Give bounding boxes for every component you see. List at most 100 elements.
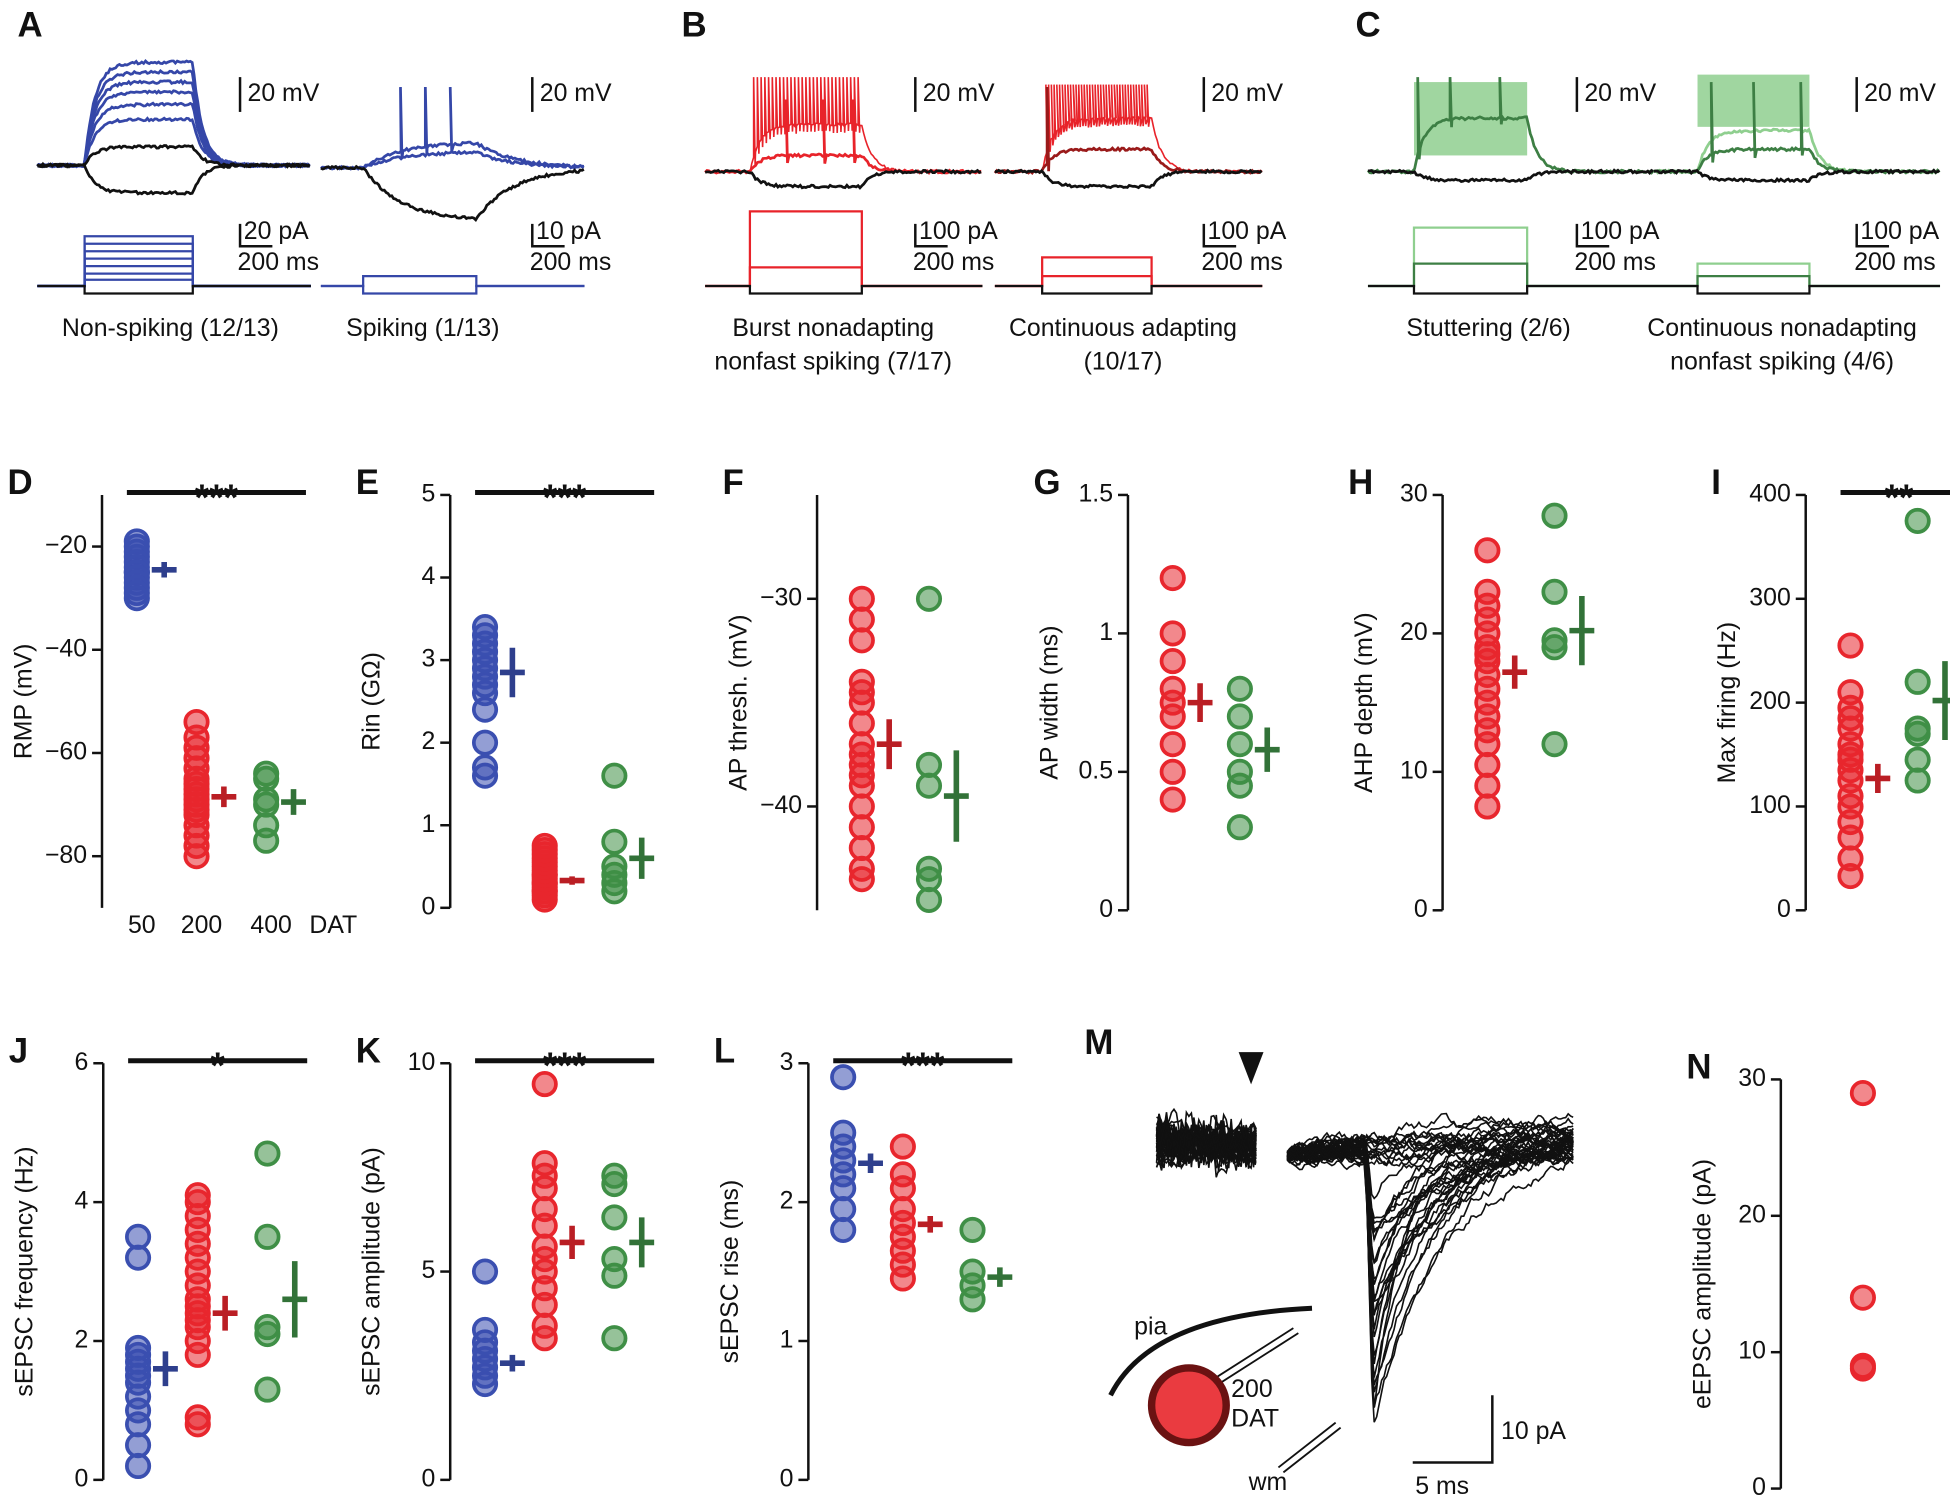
data-point bbox=[1837, 679, 1864, 706]
mean-sem-cross bbox=[629, 837, 655, 879]
y-axis-label: Rin (GΩ) bbox=[358, 652, 386, 751]
data-point bbox=[1904, 715, 1931, 742]
y-tick-label: −80 bbox=[45, 841, 87, 869]
mean-sem-cross bbox=[152, 1351, 178, 1387]
current-time-scale-bar bbox=[1202, 223, 1237, 248]
y-tick-label: 6 bbox=[74, 1048, 88, 1076]
y-tick-label: 20 bbox=[1738, 1200, 1766, 1228]
y-tick-label: 0 bbox=[74, 1464, 88, 1492]
group-label-suffix: DAT bbox=[309, 911, 357, 939]
data-point bbox=[959, 1216, 986, 1243]
pre-stimulus-trace bbox=[1155, 1128, 1257, 1178]
significance-stars: *** bbox=[543, 476, 587, 518]
data-point bbox=[1849, 1080, 1876, 1107]
y-axis-label: AP width (ms) bbox=[1035, 625, 1063, 779]
post-stimulus-trace bbox=[1286, 1135, 1574, 1241]
voltage-trace bbox=[36, 59, 310, 169]
data-point bbox=[254, 1140, 281, 1167]
scale-x-label: 5 ms bbox=[1415, 1472, 1469, 1500]
mean-sem-cross bbox=[629, 1217, 655, 1268]
current-step bbox=[1653, 284, 1941, 295]
current-step bbox=[1653, 274, 1941, 288]
mean-sem-cross bbox=[917, 1216, 943, 1233]
current-time-scale-bar bbox=[1855, 223, 1890, 248]
y-tick-label: 0 bbox=[1752, 1473, 1766, 1501]
y-tick-label: 0 bbox=[1414, 895, 1428, 923]
data-point bbox=[1904, 746, 1931, 773]
y-tick-label: 2 bbox=[74, 1326, 88, 1354]
time-scale-label: 200 ms bbox=[1854, 248, 1936, 276]
y-tick-label: 30 bbox=[1738, 1064, 1766, 1092]
trace-group bbox=[1366, 77, 1655, 295]
data-point bbox=[1541, 578, 1568, 605]
cell-caption: (10/17) bbox=[1084, 348, 1163, 376]
y-tick-label: −30 bbox=[760, 583, 802, 611]
y-axis-label: sEPSC amplitude (pA) bbox=[358, 1147, 386, 1396]
time-scale-label: 200 ms bbox=[1574, 248, 1656, 276]
data-point bbox=[1849, 1355, 1876, 1382]
voltage-trace bbox=[994, 168, 1263, 190]
data-point bbox=[848, 627, 875, 654]
current-step bbox=[994, 274, 1263, 288]
cell-caption: Stuttering (2/6) bbox=[1406, 314, 1570, 342]
mean-sem-cross bbox=[559, 876, 585, 885]
data-point bbox=[889, 1161, 916, 1188]
current-scale-label: 100 pA bbox=[1581, 217, 1660, 245]
data-point bbox=[601, 828, 628, 855]
cell-label: DAT bbox=[1231, 1405, 1279, 1433]
voltage-trace bbox=[320, 149, 585, 171]
post-stimulus-trace bbox=[1286, 1117, 1574, 1285]
data-point bbox=[1159, 675, 1186, 702]
data-point bbox=[830, 1119, 857, 1146]
data-point bbox=[531, 1150, 558, 1177]
y-axis-label: sEPSC frequency (Hz) bbox=[11, 1147, 39, 1397]
current-step bbox=[320, 284, 585, 295]
y-tick-label: 5 bbox=[421, 480, 435, 508]
data-point bbox=[125, 1334, 152, 1361]
significance-stars: * bbox=[210, 1044, 225, 1086]
wm-label: wm bbox=[1248, 1468, 1288, 1496]
voltage-scale-label: 20 mV bbox=[1864, 79, 1936, 107]
data-point bbox=[254, 1376, 281, 1403]
mean-sem-cross bbox=[1502, 655, 1528, 689]
y-tick-label: 1 bbox=[1099, 618, 1113, 646]
y-axis-label: sEPSC rise (ms) bbox=[716, 1180, 744, 1364]
data-point bbox=[1849, 1284, 1876, 1311]
pia-label: pia bbox=[1134, 1313, 1167, 1341]
current-scale-label: 20 pA bbox=[244, 217, 309, 245]
current-scale-label: 100 pA bbox=[1860, 217, 1939, 245]
y-tick-label: −40 bbox=[760, 791, 802, 819]
data-point bbox=[830, 1064, 857, 1091]
trace-group bbox=[36, 59, 311, 295]
voltage-trace bbox=[1367, 168, 1655, 184]
data-point bbox=[1904, 668, 1931, 695]
panel-label: J bbox=[9, 1032, 28, 1071]
y-tick-label: −20 bbox=[45, 531, 87, 559]
data-point bbox=[1474, 578, 1501, 605]
mean-sem-cross bbox=[151, 562, 177, 578]
voltage-scale-label: 20 mV bbox=[1584, 79, 1656, 107]
current-step bbox=[994, 284, 1263, 295]
mean-sem-cross bbox=[1187, 683, 1213, 723]
scale-bar bbox=[1412, 1395, 1494, 1464]
significance-stars: *** bbox=[195, 476, 239, 518]
y-tick-label: 3 bbox=[421, 645, 435, 673]
current-scale-label: 100 pA bbox=[919, 217, 998, 245]
current-step bbox=[37, 284, 311, 295]
cell-caption: nonfast spiking (4/6) bbox=[1670, 348, 1894, 376]
voltage-trace bbox=[36, 101, 311, 169]
panel-label: I bbox=[1711, 463, 1721, 502]
recorded-cell bbox=[1147, 1364, 1230, 1447]
data-point bbox=[1159, 731, 1186, 758]
data-point bbox=[1226, 675, 1253, 702]
data-point bbox=[1226, 814, 1253, 841]
y-tick-label: 30 bbox=[1400, 480, 1428, 508]
data-point bbox=[959, 1258, 986, 1285]
current-step bbox=[705, 284, 983, 295]
data-point bbox=[848, 866, 875, 893]
mean-sem-cross bbox=[1932, 661, 1950, 741]
voltage-trace bbox=[1653, 127, 1940, 175]
panel-label: N bbox=[1686, 1048, 1711, 1087]
cell-caption: Non-spiking (12/13) bbox=[62, 314, 279, 342]
mean-sem-cross bbox=[499, 647, 525, 698]
